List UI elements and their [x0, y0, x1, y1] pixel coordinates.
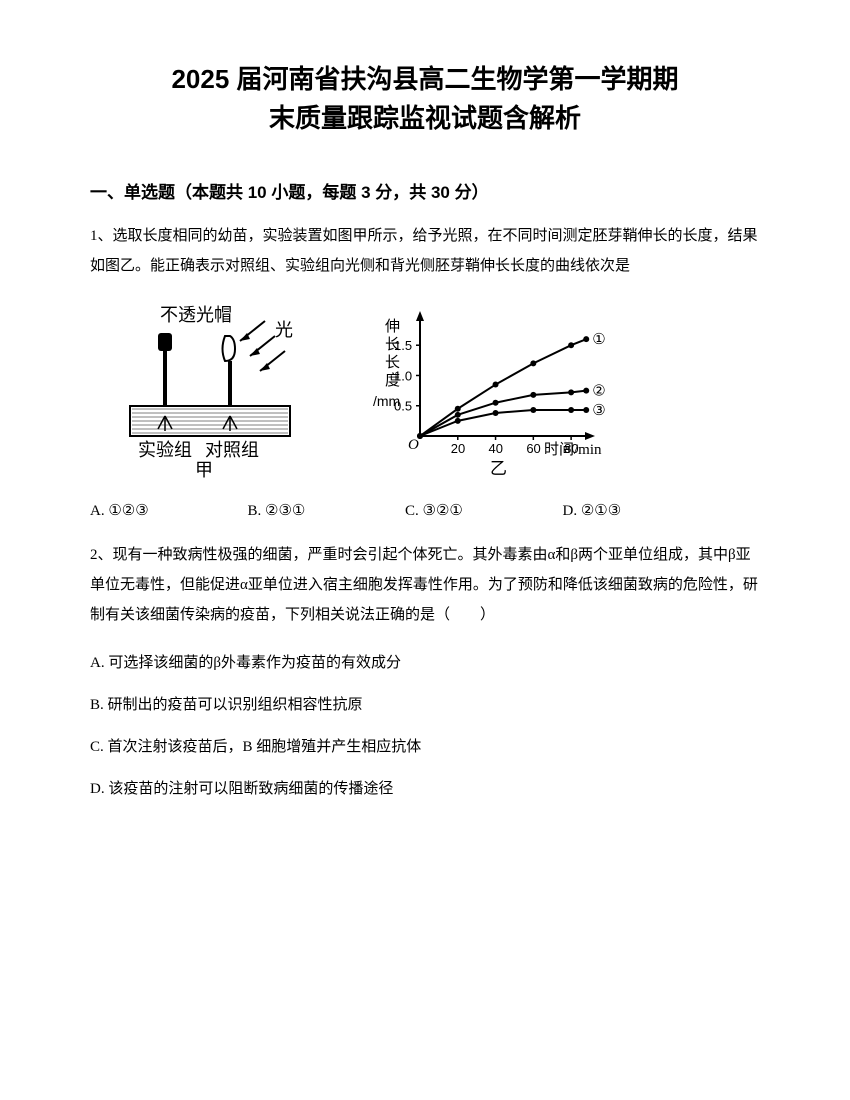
svg-text:③: ③: [592, 403, 605, 419]
figure-container: 不透光帽 光: [90, 301, 760, 481]
light-label-text: 光: [275, 320, 293, 340]
svg-text:60: 60: [526, 441, 540, 456]
svg-text:①: ①: [592, 332, 605, 348]
svg-text:80: 80: [564, 441, 578, 456]
svg-text:1.5: 1.5: [394, 338, 412, 353]
q2-option-d: D. 该疫苗的注射可以阻断致病细菌的传播途径: [90, 771, 760, 807]
page-title: 2025 届河南省扶沟县高二生物学第一学期期 末质量跟踪监视试题含解析: [90, 60, 760, 138]
q2-option-b: B. 研制出的疫苗可以识别组织相容性抗原: [90, 687, 760, 723]
q1-option-a: A. ①②③: [90, 501, 248, 520]
svg-text:20: 20: [451, 441, 465, 456]
svg-text:1.0: 1.0: [394, 368, 412, 383]
title-line-2: 末质量跟踪监视试题含解析: [269, 103, 581, 133]
figure-right-caption: 乙: [490, 459, 507, 478]
figure-left-diagram: 不透光帽 光: [110, 301, 340, 481]
q1-options: A. ①②③ B. ②③① C. ③②① D. ②①③: [90, 501, 760, 520]
q1-option-d: D. ②①③: [563, 501, 721, 520]
figure-left-caption: 甲: [195, 460, 213, 480]
origin-label: O: [408, 437, 419, 453]
figure-right-chart: O 伸 长 长 度 /mm 时间/min 乙 0.51.01.520406080…: [370, 301, 630, 481]
svg-text:40: 40: [489, 441, 503, 456]
title-line-1: 2025 届河南省扶沟县高二生物学第一学期期: [171, 64, 678, 94]
q2-options: A. 可选择该细菌的β外毒素作为疫苗的有效成分 B. 研制出的疫苗可以识别组织相…: [90, 645, 760, 807]
section-header: 一、单选题（本题共 10 小题，每题 3 分，共 30 分）: [90, 178, 760, 203]
q1-option-b: B. ②③①: [248, 501, 406, 520]
question-2-text: 2、现有一种致病性极强的细菌，严重时会引起个体死亡。其外毒素由α和β两个亚单位组…: [90, 540, 760, 630]
q2-option-c: C. 首次注射该疫苗后，B 细胞增殖并产生相应抗体: [90, 729, 760, 765]
cap-label-text: 不透光帽: [160, 305, 232, 325]
right-group-label: 对照组: [205, 440, 259, 460]
left-group-label: 实验组: [138, 440, 192, 460]
q1-option-c: C. ③②①: [405, 501, 563, 520]
q2-option-a: A. 可选择该细菌的β外毒素作为疫苗的有效成分: [90, 645, 760, 681]
question-1-text: 1、选取长度相同的幼苗，实验装置如图甲所示，给予光照，在不同时间测定胚芽鞘伸长的…: [90, 221, 760, 281]
ylabel-char-1: 伸: [385, 318, 400, 335]
svg-text:0.5: 0.5: [394, 399, 412, 414]
svg-text:②: ②: [592, 384, 605, 400]
